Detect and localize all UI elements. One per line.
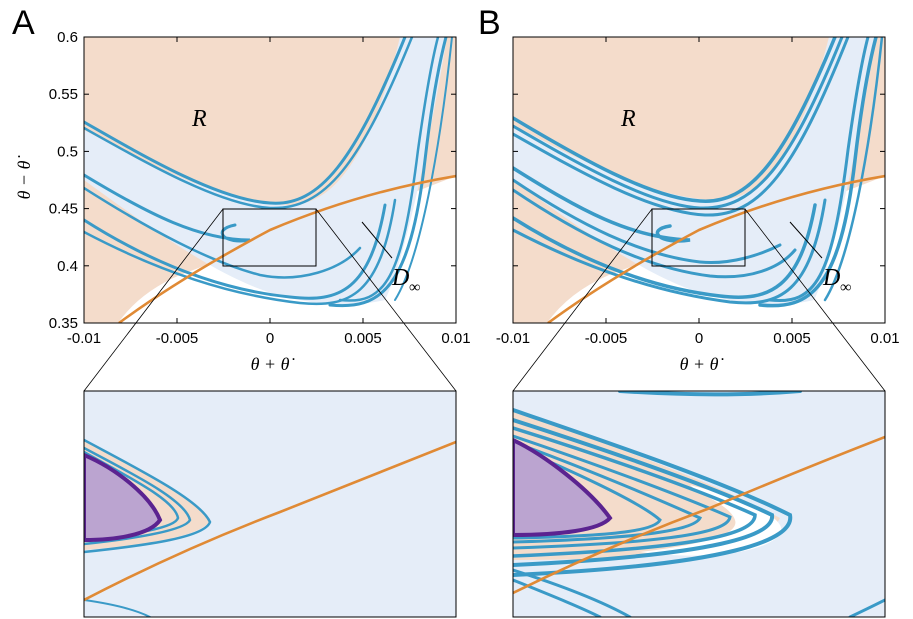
panel-a: R D ∞ -0.01 -0.005 0 0.005 0.01 0.35 0.4 0.45 0.… (12, 4, 471, 374)
panel-a-ticks: -0.01 -0.005 0 0.005 0.01 0.35 0.4 0.45 0.5 0.55 0… (49, 29, 471, 347)
x-tick-label-a: -0.01 (67, 330, 101, 347)
region-d-subscript: ∞ (840, 279, 851, 296)
zoom-a-separatrix (84, 440, 456, 602)
separatrix-curve (547, 174, 885, 323)
region-r-fill (84, 37, 456, 323)
x-axis-label-b: θ + θ̇ (680, 354, 725, 374)
panel-b-ticks: -0.01 -0.005 0 0.005 0.01 (496, 36, 900, 347)
zoom-box (651, 208, 746, 267)
region-r-fill (513, 37, 885, 323)
x-tick-label-b: -0.01 (496, 330, 530, 347)
y-tick-label-a: 0.45 (49, 201, 78, 218)
x-tick-label-a: 0 (266, 330, 274, 347)
y-tick-label-a: 0.5 (57, 143, 78, 160)
zoom-a-frame (83, 390, 457, 618)
x-axis-label-a: θ + θ̇ (251, 354, 296, 374)
zoom-connectors (83, 208, 886, 392)
panel-a-plot-area: R (84, 37, 456, 323)
panel-b-plot-area: R (513, 37, 885, 323)
region-d-label: D (822, 265, 840, 291)
zoom-inset-a (83, 390, 457, 618)
x-tick-label-b: -0.005 (585, 330, 628, 347)
basin-boundary-curves (84, 37, 453, 308)
x-tick-label-a: -0.005 (156, 330, 199, 347)
zoom-connector-b-right (744, 208, 886, 392)
zoom-connector-a-left (83, 208, 224, 392)
zoom-b-boundary-curves (513, 391, 885, 617)
zoom-connector-b-left (512, 208, 653, 392)
region-d-subscript: ∞ (409, 279, 420, 296)
separatrix-curve (118, 174, 456, 323)
y-axis-label-a: θ − θ̇ (14, 155, 34, 200)
y-tick-label-a: 0.6 (57, 29, 78, 46)
x-tick-label-b: 0 (695, 330, 703, 347)
panel-label-b: B (478, 4, 501, 42)
region-d-inf-fill (84, 37, 447, 305)
panel-label-a: A (12, 4, 35, 42)
region-d-label: D (391, 265, 409, 291)
zoom-b-frame (512, 390, 886, 618)
region-r-label: R (191, 106, 207, 132)
basin-boundary-curves (513, 37, 884, 308)
zoom-b-inner-region (513, 437, 613, 538)
region-d-pointer (789, 221, 823, 259)
x-tick-label-a: 0.005 (344, 330, 382, 347)
zoom-connector-a-right (315, 208, 457, 392)
zoom-inset-b (512, 390, 886, 618)
zoom-b-separatrix (513, 435, 885, 595)
region-r-label: R (620, 106, 636, 132)
y-tick-label-a: 0.55 (49, 86, 78, 103)
y-tick-label-a: 0.35 (49, 315, 78, 332)
x-tick-label-a: 0.01 (441, 330, 470, 347)
region-d-pointer (361, 221, 393, 259)
zoom-a-inner-region (84, 452, 163, 543)
zoom-box (222, 208, 317, 267)
panel-b: R D ∞ -0.01 -0.005 0 0.005 0.01 B θ + θ̇ (478, 4, 900, 374)
y-tick-label-a: 0.4 (57, 258, 78, 275)
region-d-inf-fill (513, 37, 876, 305)
x-tick-label-b: 0.005 (773, 330, 811, 347)
x-tick-label-b: 0.01 (870, 330, 899, 347)
